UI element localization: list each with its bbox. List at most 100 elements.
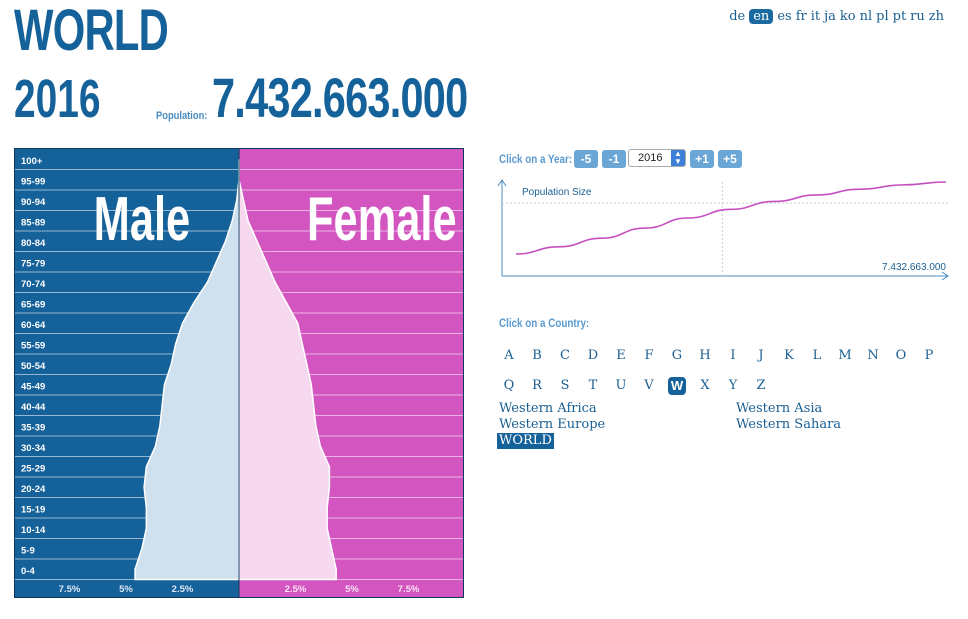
male-bar-5-9 — [142, 539, 239, 560]
trend-y-arrow-icon — [497, 179, 507, 187]
female-bar-60-64 — [239, 313, 298, 334]
age-label: 20-24 — [21, 484, 46, 495]
letter-a[interactable]: A — [504, 348, 514, 363]
age-label: 25-29 — [21, 464, 45, 475]
country-western-europe[interactable]: Western Europe — [499, 417, 606, 432]
trend-x-arrow-icon — [941, 271, 949, 281]
age-label: 55-59 — [21, 341, 45, 352]
minus-5-year-button[interactable]: -5 — [574, 150, 598, 168]
letter-r[interactable]: R — [532, 378, 542, 393]
language-it[interactable]: it — [810, 9, 821, 24]
age-label: 60-64 — [21, 320, 46, 331]
language-nl[interactable]: nl — [859, 9, 873, 24]
female-bar-30-34 — [239, 436, 320, 457]
male-bar-45-49 — [164, 375, 239, 396]
language-ru[interactable]: ru — [910, 9, 925, 24]
letter-w[interactable]: W — [668, 377, 686, 395]
female-bar-85-89 — [239, 211, 248, 232]
male-axis-tick: 2.5% — [172, 584, 194, 595]
age-label: 45-49 — [21, 382, 45, 393]
letter-u[interactable]: U — [615, 378, 627, 393]
letter-c[interactable]: C — [560, 348, 570, 363]
male-bar-60-64 — [183, 313, 240, 334]
minus-1-year-button[interactable]: -1 — [602, 150, 626, 168]
country-world[interactable]: WORLD — [497, 433, 554, 449]
letter-z[interactable]: Z — [756, 378, 766, 393]
plus-1-year-button[interactable]: +1 — [690, 150, 714, 168]
language-ko[interactable]: ko — [839, 9, 856, 24]
male-label: Male — [93, 185, 191, 254]
population-pyramid-chart: 100+ 95-99 90-94 85-89 80-84 75-79 70-74 65-69 6… — [14, 148, 464, 598]
letter-n[interactable]: N — [867, 348, 879, 363]
male-bar-50-54 — [171, 354, 239, 375]
letter-m[interactable]: M — [838, 348, 852, 363]
language-fr[interactable]: fr — [795, 9, 807, 24]
letter-f[interactable]: F — [644, 348, 654, 363]
country-title: WORLD — [14, 0, 169, 63]
female-bar-75-79 — [239, 252, 266, 273]
language-de[interactable]: de — [729, 9, 746, 24]
pyramid-svg: 100+ 95-99 90-94 85-89 80-84 75-79 70-74 65-69 6… — [15, 149, 463, 597]
female-bar-50-54 — [239, 354, 307, 375]
letter-e[interactable]: E — [616, 348, 626, 363]
letter-y[interactable]: Y — [728, 378, 738, 393]
language-pl[interactable]: pl — [876, 9, 889, 24]
age-label: 100+ — [21, 156, 43, 167]
select-arrows-icon: ▲ ▼ — [671, 150, 685, 166]
male-axis-tick: 5% — [119, 584, 133, 595]
letter-d[interactable]: D — [587, 348, 599, 363]
age-label: 0-4 — [21, 566, 35, 577]
male-bar-10-14 — [146, 518, 239, 539]
country-western-asia[interactable]: Western Asia — [736, 401, 823, 416]
male-bar-15-19 — [146, 498, 239, 519]
language-en[interactable]: en — [749, 9, 774, 24]
female-bar-0-4 — [239, 559, 336, 580]
letter-v[interactable]: V — [644, 378, 654, 393]
age-label: 90-94 — [21, 197, 46, 208]
female-bar-65-69 — [239, 293, 286, 314]
letter-l[interactable]: L — [812, 348, 822, 363]
letter-x[interactable]: X — [700, 378, 710, 393]
country-western-sahara[interactable]: Western Sahara — [736, 417, 842, 432]
age-label: 50-54 — [21, 361, 46, 372]
female-label: Female — [307, 185, 457, 254]
male-bar-30-34 — [155, 436, 239, 457]
trend-value-label: 7.432.663.000 — [882, 262, 946, 273]
age-label: 95-99 — [21, 177, 45, 188]
language-zh[interactable]: zh — [928, 9, 944, 24]
year-section-label: Click on a Year: — [499, 152, 573, 166]
language-switcher: de en es fr it ja ko nl pl pt ru zh — [729, 9, 944, 24]
country-western-africa[interactable]: Western Africa — [499, 401, 597, 416]
language-es[interactable]: es — [777, 9, 792, 24]
letter-t[interactable]: T — [588, 378, 598, 393]
female-bar-40-44 — [239, 395, 314, 416]
letter-s[interactable]: S — [560, 378, 570, 393]
female-bar-15-19 — [239, 498, 327, 519]
male-bar-0-4 — [135, 559, 239, 580]
letter-p[interactable]: P — [924, 348, 934, 363]
letter-q[interactable]: Q — [503, 378, 515, 393]
female-bar-20-24 — [239, 477, 329, 498]
male-population-area — [134, 159, 240, 581]
letter-i[interactable]: I — [730, 348, 736, 363]
population-value: 7.432.663.000 — [212, 66, 468, 129]
country-section-label: Click on a Country: — [499, 316, 590, 330]
plus-5-year-button[interactable]: +5 — [718, 150, 742, 168]
language-pt[interactable]: pt — [892, 9, 907, 24]
male-bar-65-69 — [194, 293, 239, 314]
female-bar-70-74 — [239, 272, 275, 293]
male-axis-tick: 7.5% — [59, 584, 81, 595]
female-bar-45-49 — [239, 375, 311, 396]
letter-o[interactable]: O — [895, 348, 907, 363]
language-ja[interactable]: ja — [824, 9, 836, 24]
letter-h[interactable]: H — [699, 348, 711, 363]
letter-g[interactable]: G — [671, 348, 683, 363]
trend-axis-label: Population Size — [522, 187, 592, 198]
letter-k[interactable]: K — [784, 348, 794, 363]
letter-b[interactable]: B — [532, 348, 542, 363]
letter-j[interactable]: J — [758, 348, 764, 363]
year-select[interactable]: 2016 ▲ ▼ — [628, 149, 686, 167]
age-label: 70-74 — [21, 279, 46, 290]
female-axis-tick: 2.5% — [285, 584, 307, 595]
male-bar-25-29 — [146, 457, 239, 478]
